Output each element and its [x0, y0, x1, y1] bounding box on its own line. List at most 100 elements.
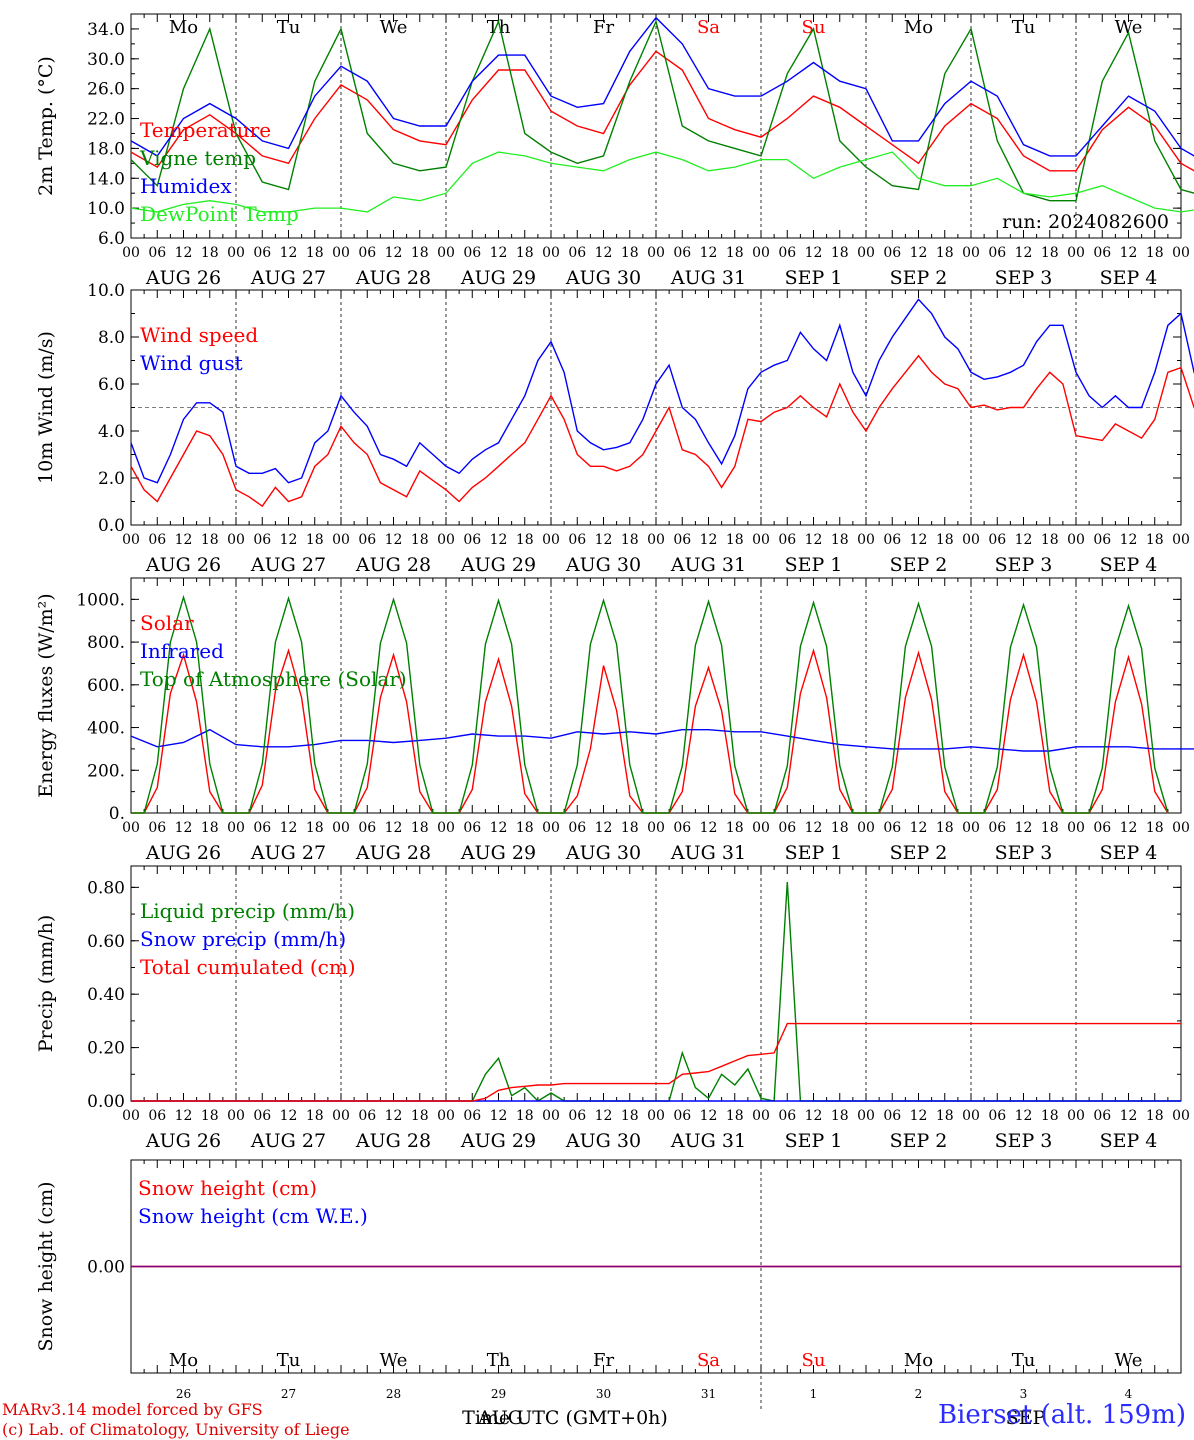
x-hour-label: 06: [358, 245, 376, 261]
x-date-label: AUG 30: [565, 267, 641, 289]
x-hour-label: 00: [542, 532, 560, 548]
x-hour-label: 12: [280, 820, 298, 836]
weekday-label: We: [380, 17, 408, 38]
x-hour-label: 18: [1146, 245, 1164, 261]
weekday-label: Su: [802, 1350, 826, 1371]
x-hour-label: 18: [936, 245, 954, 261]
x-hour-label: 00: [332, 245, 350, 261]
x-hour-label: 12: [490, 245, 508, 261]
model-credit: MARv3.14 model forced by GFS: [2, 1400, 263, 1419]
x-hour-label: 18: [726, 820, 744, 836]
x-hour-label: 18: [1041, 532, 1059, 548]
x-hour-label: 12: [805, 532, 823, 548]
y-tick-label: 10.0: [87, 199, 125, 219]
x-hour-label: 06: [778, 245, 796, 261]
x-hour-label: 00: [122, 820, 140, 836]
y-tick-label: 0.20: [87, 1039, 125, 1059]
x-date-label: SEP 1: [785, 1130, 843, 1152]
day-number-label: 28: [386, 1387, 401, 1401]
x-hour-label: 00: [437, 820, 455, 836]
series-line: [130, 728, 1194, 752]
x-hour-label: 00: [542, 1108, 560, 1124]
x-hour-label: 06: [988, 1108, 1006, 1124]
x-hour-label: 12: [490, 820, 508, 836]
y-tick-label: 0.00: [87, 1258, 125, 1278]
series-line: [131, 594, 1169, 814]
y-axis-label: 2m Temp. (°C): [35, 56, 57, 196]
x-hour-label: 06: [463, 1108, 481, 1124]
x-hour-label: 06: [463, 245, 481, 261]
series-line: [130, 151, 1194, 213]
x-hour-label: 00: [122, 1108, 140, 1124]
series-line: [130, 354, 1194, 508]
x-hour-label: 06: [673, 820, 691, 836]
legend-entry: Total cumulated (cm): [140, 955, 356, 979]
x-month-label: AUG: [477, 1407, 523, 1429]
y-tick-label: 200.: [87, 761, 125, 781]
day-number-label: 26: [176, 1387, 191, 1401]
x-hour-label: 00: [1067, 1108, 1085, 1124]
x-hour-label: 12: [700, 245, 718, 261]
x-hour-label: 12: [490, 1108, 508, 1124]
x-date-label: SEP 4: [1100, 842, 1158, 864]
x-hour-label: 06: [568, 1108, 586, 1124]
x-hour-label: 18: [516, 245, 534, 261]
x-date-label: AUG 29: [460, 267, 536, 289]
x-hour-label: 00: [752, 1108, 770, 1124]
x-hour-label: 00: [542, 245, 560, 261]
x-hour-label: 06: [673, 532, 691, 548]
x-hour-label: 12: [1015, 820, 1033, 836]
x-date-label: AUG 31: [670, 554, 746, 576]
x-hour-label: 06: [883, 245, 901, 261]
x-hour-label: 00: [962, 1108, 980, 1124]
x-hour-label: 18: [411, 245, 429, 261]
weekday-label: Su: [802, 17, 826, 38]
legend-entry: Snow height (cm): [138, 1176, 317, 1200]
x-hour-label: 06: [883, 820, 901, 836]
x-hour-label: 12: [385, 245, 403, 261]
x-hour-label: 12: [175, 1108, 193, 1124]
x-hour-label: 06: [253, 245, 271, 261]
x-hour-label: 12: [910, 532, 928, 548]
x-hour-label: 00: [962, 820, 980, 836]
x-hour-label: 18: [1041, 245, 1059, 261]
x-hour-label: 12: [700, 820, 718, 836]
weekday-label: Fr: [593, 17, 614, 38]
legend-entry: Vigne temp: [139, 146, 256, 170]
x-date-label: AUG 29: [460, 554, 536, 576]
y-tick-label: 800.: [87, 633, 125, 653]
x-hour-label: 06: [568, 245, 586, 261]
x-date-label: SEP 2: [890, 842, 948, 864]
x-hour-label: 12: [280, 1108, 298, 1124]
y-tick-label: 22.0: [87, 110, 125, 130]
x-hour-label: 18: [411, 820, 429, 836]
x-hour-label: 06: [253, 820, 271, 836]
x-hour-label: 12: [1120, 245, 1138, 261]
legend-entry: Snow precip (mm/h): [140, 927, 346, 951]
x-hour-label: 00: [857, 245, 875, 261]
weekday-label: We: [1115, 17, 1143, 38]
legend-entry: Snow height (cm W.E.): [138, 1204, 368, 1228]
x-hour-label: 18: [306, 532, 324, 548]
x-hour-label: 18: [936, 820, 954, 836]
x-hour-label: 18: [306, 820, 324, 836]
x-date-label: AUG 26: [145, 554, 221, 576]
x-hour-label: 18: [411, 1108, 429, 1124]
y-axis-label: Energy fluxes (W/m²): [35, 593, 57, 797]
x-date-label: SEP 4: [1100, 554, 1158, 576]
x-hour-label: 00: [857, 532, 875, 548]
x-hour-label: 06: [568, 820, 586, 836]
x-hour-label: 12: [385, 820, 403, 836]
x-hour-label: 00: [122, 532, 140, 548]
x-hour-label: 12: [700, 532, 718, 548]
x-hour-label: 06: [673, 1108, 691, 1124]
x-date-label: AUG 27: [250, 842, 326, 864]
y-tick-label: 10.0: [87, 281, 125, 301]
x-date-label: AUG 27: [250, 554, 326, 576]
y-tick-label: 6.0: [98, 375, 125, 395]
x-hour-label: 18: [936, 1108, 954, 1124]
legend-entry: Wind speed: [140, 323, 258, 347]
y-tick-label: 8.0: [98, 328, 125, 348]
x-hour-label: 12: [805, 245, 823, 261]
